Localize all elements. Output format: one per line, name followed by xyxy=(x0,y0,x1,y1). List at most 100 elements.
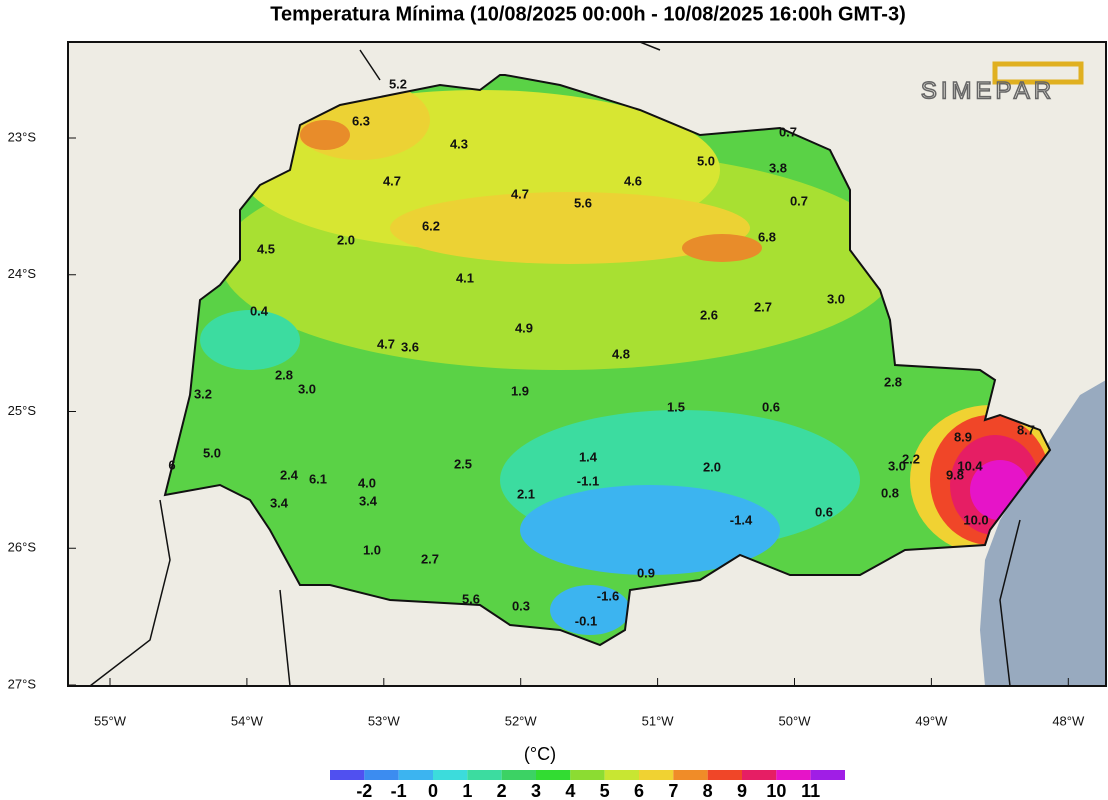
station-value: -1.1 xyxy=(577,473,599,488)
station-value: 4.3 xyxy=(450,136,468,151)
station-value: 10.4 xyxy=(957,458,983,473)
lat-label: 23°S xyxy=(8,129,37,144)
colorbar-box xyxy=(639,770,674,780)
lon-label: 51°W xyxy=(642,713,675,728)
station-value: 0.6 xyxy=(762,399,780,414)
station-value: 0.8 xyxy=(881,485,899,500)
lon-label: 48°W xyxy=(1052,713,1085,728)
lon-label: 55°W xyxy=(94,713,127,728)
station-value: 0.9 xyxy=(637,565,655,580)
station-value: 8.9 xyxy=(954,429,972,444)
station-value: 4.5 xyxy=(257,241,275,256)
station-value: 2.6 xyxy=(700,307,718,322)
lat-label: 26°S xyxy=(8,540,37,555)
colorbar-box xyxy=(536,770,571,780)
station-value: 5.6 xyxy=(574,195,592,210)
station-value: 0.4 xyxy=(250,303,269,318)
station-value: 0.7 xyxy=(790,193,808,208)
station-value: 6.2 xyxy=(422,218,440,233)
station-value: 0.7 xyxy=(779,124,797,139)
colorbar-box xyxy=(501,770,536,780)
station-value: 4.8 xyxy=(612,346,630,361)
station-value: 3.4 xyxy=(359,493,378,508)
colorbar-label: 8 xyxy=(703,781,713,800)
colorbar-box xyxy=(467,770,502,780)
colorbar-box xyxy=(570,770,605,780)
lat-label: 25°S xyxy=(8,403,37,418)
lon-label: 53°W xyxy=(368,713,401,728)
colorbar-box xyxy=(364,770,399,780)
colorbar-box xyxy=(810,770,845,780)
logo: SIMEPAR xyxy=(921,77,1055,104)
station-value: 2.8 xyxy=(275,367,293,382)
lon-label: 50°W xyxy=(779,713,812,728)
title: Temperatura Mínima (10/08/2025 00:00h - … xyxy=(270,3,906,25)
colorbar-label: -1 xyxy=(391,781,407,800)
station-value: 6.1 xyxy=(309,471,327,486)
station-value: 2.8 xyxy=(884,374,902,389)
colorbar-box xyxy=(742,770,777,780)
station-value: 4.7 xyxy=(383,173,401,188)
station-value: 1.5 xyxy=(667,399,685,414)
station-value: 1.0 xyxy=(363,542,381,557)
colorbar-unit: (°C) xyxy=(524,744,556,764)
station-value: 2.2 xyxy=(902,451,920,466)
station-value: 4.9 xyxy=(515,320,533,335)
colorbar-box xyxy=(776,770,811,780)
colorbar-box xyxy=(330,770,365,780)
station-value: 3.0 xyxy=(298,381,316,396)
logo-mark xyxy=(992,61,1084,85)
state-outline xyxy=(163,74,1052,647)
station-value: 5.0 xyxy=(697,153,715,168)
colorbar-label: 11 xyxy=(801,781,820,800)
station-value: 2.7 xyxy=(421,551,439,566)
colorbar-box xyxy=(707,770,742,780)
lon-label: 49°W xyxy=(915,713,948,728)
station-value: 2.7 xyxy=(754,299,772,314)
station-value: 9.8 xyxy=(946,467,964,482)
station-value: 5.0 xyxy=(203,445,221,460)
colorbar-label: 4 xyxy=(565,781,575,800)
station-value: 0.3 xyxy=(512,598,530,613)
station-value: 2.0 xyxy=(337,232,355,247)
station-value: -0.1 xyxy=(575,613,597,628)
map: SIMEPAR xyxy=(68,42,1106,686)
station-value: 10.0 xyxy=(963,512,988,527)
station-value: 4.7 xyxy=(511,186,529,201)
station-value: -1.6 xyxy=(597,588,619,603)
frame xyxy=(67,41,1107,687)
colorbar-box xyxy=(673,770,708,780)
station-value: 6.8 xyxy=(758,229,776,244)
colorbar-label: 10 xyxy=(766,781,786,800)
colorbar-label: -2 xyxy=(356,781,372,800)
station-value: 2.0 xyxy=(703,459,721,474)
station-value: 4.0 xyxy=(358,475,376,490)
lat-label: 27°S xyxy=(8,676,37,691)
colorbar-label: 9 xyxy=(737,781,747,800)
station-value: 3.4 xyxy=(270,495,289,510)
station-value: 4.7 xyxy=(377,336,395,351)
lon-label: 54°W xyxy=(231,713,264,728)
lon-label: 52°W xyxy=(505,713,538,728)
station-value: 3.6 xyxy=(401,339,419,354)
colorbar-box xyxy=(433,770,468,780)
borders xyxy=(89,42,1021,686)
station-value: -1.4 xyxy=(730,512,753,527)
colorbar-box xyxy=(398,770,433,780)
station-value: 8.7 xyxy=(1017,422,1035,437)
station-value: 3.0 xyxy=(888,458,906,473)
colorbar-label: 1 xyxy=(462,781,472,800)
lat-label: 24°S xyxy=(8,266,37,281)
station-value: 6.3 xyxy=(352,113,370,128)
colorbar-label: 3 xyxy=(531,781,541,800)
station-value: 5.2 xyxy=(389,76,407,91)
station-value: 5.6 xyxy=(462,591,480,606)
colorbar-label: 2 xyxy=(497,781,507,800)
colorbar-label: 0 xyxy=(428,781,438,800)
station-value: 1.9 xyxy=(511,383,529,398)
colorbar-label: 6 xyxy=(634,781,644,800)
colorbar-label: 5 xyxy=(600,781,610,800)
station-value: 2.4 xyxy=(280,467,299,482)
colorbar-label: 7 xyxy=(668,781,678,800)
